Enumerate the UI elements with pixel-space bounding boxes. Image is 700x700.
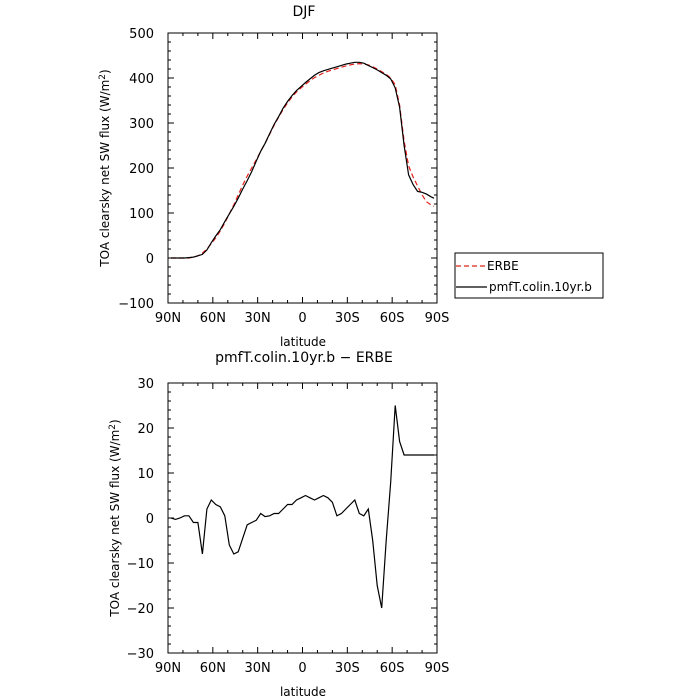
top-series-line-erbe: [171, 62, 435, 259]
top-x-tick-label: 0: [298, 311, 306, 326]
top-y-tick-label: 400: [129, 72, 154, 87]
legend-label-model: pmfT.colin.10yr.b: [489, 280, 592, 294]
bottom-x-tick-label: 90S: [425, 661, 450, 676]
bottom-x-axis-label: latitude: [280, 685, 326, 699]
bottom-y-tick-label: 10: [137, 467, 154, 482]
top-chart-title: DJF: [293, 4, 316, 20]
top-x-tick-label: 60N: [200, 311, 226, 326]
bottom-y-tick-label: 20: [137, 422, 154, 437]
legend-box: [454, 252, 604, 299]
top-series-line-pmft-colin-10yr-b: [171, 61, 435, 259]
top-y-tick-label: 0: [146, 252, 154, 267]
top-y-tick-label: 100: [129, 207, 154, 222]
top-x-tick-label: 30S: [335, 311, 360, 326]
bottom-y-tick-label: 30: [137, 377, 154, 392]
bottom-x-tick-label: 60S: [380, 661, 405, 676]
top-y-axis-label: TOA clearsky net SW flux (W/m2): [98, 69, 112, 267]
bottom-plot-frame: [167, 382, 438, 654]
legend: ERBE pmfT.colin.10yr.b: [454, 252, 604, 299]
top-y-tick-label: −100: [118, 297, 154, 312]
bottom-y-tick-label: 0: [146, 512, 154, 527]
top-x-tick-label: 90N: [155, 311, 181, 326]
bottom-series-lines: [170, 405, 434, 609]
top-y-tick-label: 300: [129, 117, 154, 132]
bottom-x-tick-label: 0: [298, 661, 306, 676]
bottom-axis-ticks: 90N 60N 30N 0 30S 60S 90S −30 −20 −10 0 10 20 30: [127, 377, 450, 676]
top-chart-panel: DJF 90N 60N 30N 0 30S 60S 90S −100 0 100 200 300 400…: [98, 4, 604, 349]
bottom-x-tick-label: 60N: [200, 661, 226, 676]
top-series-lines: [171, 61, 435, 259]
top-axis-ticks: 90N 60N 30N 0 30S 60S 90S −100 0 100 200 300 400 500: [118, 27, 449, 326]
top-plot-frame: [167, 32, 438, 304]
bottom-series-line-difference: [170, 405, 434, 609]
top-x-tick-label: 30N: [245, 311, 271, 326]
bottom-y-axis-label: TOA clearsky net SW flux (W/m2): [108, 419, 122, 617]
top-x-tick-label: 60S: [380, 311, 405, 326]
bottom-y-tick-label: −10: [127, 557, 154, 572]
bottom-x-tick-label: 30S: [335, 661, 360, 676]
top-x-axis-label: latitude: [280, 335, 326, 349]
bottom-x-tick-label: 30N: [245, 661, 271, 676]
top-y-tick-label: 200: [129, 162, 154, 177]
bottom-y-tick-label: −30: [127, 647, 154, 662]
bottom-chart-title: pmfT.colin.10yr.b − ERBE: [215, 350, 393, 366]
bottom-y-tick-label: −20: [127, 602, 154, 617]
bottom-x-tick-label: 90N: [155, 661, 181, 676]
top-x-tick-label: 90S: [425, 311, 450, 326]
top-y-tick-label: 500: [129, 27, 154, 42]
legend-label-erbe: ERBE: [487, 259, 519, 273]
bottom-chart-panel: pmfT.colin.10yr.b − ERBE 90N 60N 30N 0 30S 60…: [108, 350, 449, 699]
